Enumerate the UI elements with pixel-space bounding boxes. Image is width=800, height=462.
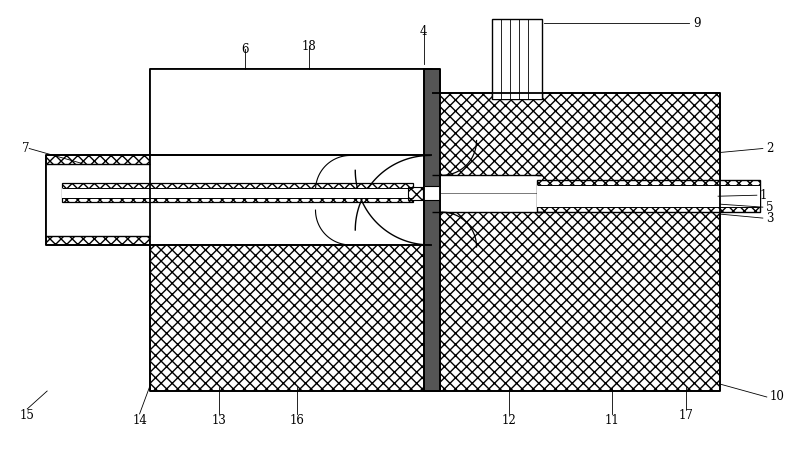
Bar (424, 186, 440, 200)
Bar (150, 155, 432, 245)
Bar (62, 183, 413, 202)
Bar (150, 155, 432, 183)
Text: 4: 4 (420, 24, 428, 38)
Text: 15: 15 (20, 409, 34, 422)
Text: 1: 1 (760, 188, 767, 202)
Bar (150, 202, 432, 245)
Text: 11: 11 (604, 414, 619, 427)
Text: 18: 18 (301, 40, 316, 53)
Bar (432, 93, 720, 391)
Bar (62, 188, 413, 198)
Bar (537, 185, 760, 207)
Bar (537, 180, 760, 212)
Bar (46, 164, 150, 236)
Text: 13: 13 (212, 414, 226, 427)
Bar (440, 176, 542, 212)
Bar (424, 69, 440, 391)
Text: 12: 12 (502, 414, 517, 427)
Text: 2: 2 (766, 142, 773, 155)
Text: 3: 3 (766, 212, 774, 225)
Bar (150, 69, 432, 391)
Text: 10: 10 (770, 390, 785, 403)
Text: 6: 6 (241, 43, 249, 55)
Bar (150, 69, 432, 155)
Text: 9: 9 (694, 17, 701, 30)
Bar (432, 176, 542, 212)
Text: 14: 14 (132, 414, 147, 427)
Text: 17: 17 (679, 409, 694, 422)
Bar (408, 187, 423, 200)
Text: 7: 7 (22, 142, 30, 155)
Bar (493, 93, 542, 99)
Text: 16: 16 (289, 414, 304, 427)
Bar (46, 155, 150, 245)
Bar (493, 19, 542, 99)
Text: 5: 5 (766, 201, 774, 213)
